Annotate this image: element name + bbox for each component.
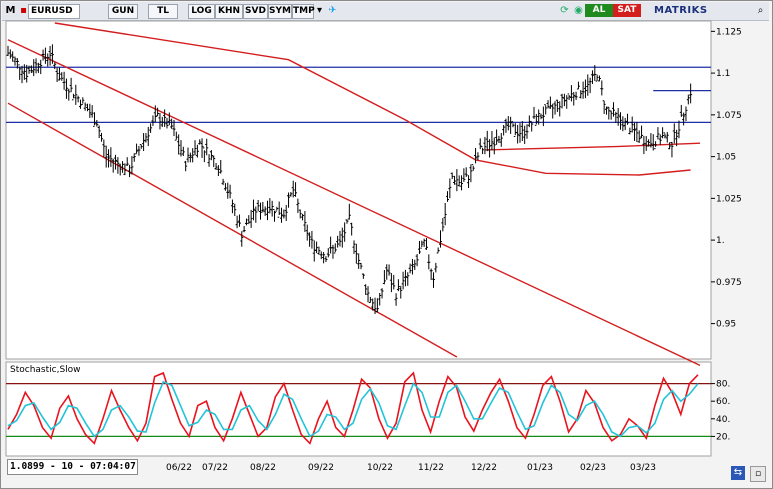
button-log[interactable]: LOG (188, 4, 215, 19)
time-axis-label: 11/22 (418, 463, 444, 473)
price-readout: 1.0899 - 10 - 07:04:07 (7, 459, 138, 475)
refresh-icon[interactable]: ⟳ (560, 5, 569, 16)
time-axis-label: 07/22 (202, 463, 228, 473)
search-icon[interactable]: ⌕ (757, 5, 764, 16)
sync-icon[interactable]: ⇆ (731, 466, 745, 480)
price-ytick-label: 1. (716, 236, 725, 246)
price-ytick-label: 1.075 (716, 111, 742, 121)
toolbar: M ▪ EURUSD GUN TL LOG KHN SVD SYM TMP ▾ … (2, 2, 769, 21)
time-axis-label: 03/23 (630, 463, 656, 473)
stochastic-title: Stochastic,Slow (10, 365, 81, 375)
button-tmp[interactable]: TMP (292, 4, 315, 19)
stochastic-k-line (7, 371, 699, 445)
button-khn[interactable]: KHN (215, 4, 243, 19)
stochastic-ytick-label: 20. (716, 432, 730, 442)
trend-line-0 (7, 39, 701, 367)
time-axis-label: 02/23 (580, 463, 606, 473)
price-ytick-label: 1.125 (716, 27, 742, 37)
price-ytick-label: 1.05 (716, 153, 736, 163)
settings-icon[interactable]: ▫ (750, 466, 766, 482)
time-axis-label: 01/23 (527, 463, 553, 473)
twitter-icon[interactable]: ✈ (328, 5, 337, 16)
stochastic-d-line (7, 380, 699, 438)
sell-button[interactable]: SAT (613, 4, 641, 17)
stochastic-ytick-label: 80. (716, 380, 730, 390)
chevron-down-icon[interactable]: ▾ (316, 5, 323, 16)
price-ytick-label: 1.025 (716, 194, 742, 204)
trend-line-1 (7, 102, 458, 358)
button-tl[interactable]: TL (148, 4, 178, 19)
price-panel (5, 20, 712, 360)
button-svd[interactable]: SVD (243, 4, 268, 19)
brand-logo: MATRIKS (654, 5, 708, 16)
button-sym[interactable]: SYM (268, 4, 292, 19)
time-axis-label: 10/22 (367, 463, 393, 473)
time-axis-label: 06/22 (166, 463, 192, 473)
price-ytick-label: 1.1 (716, 69, 730, 79)
button-gun[interactable]: GUN (108, 4, 138, 19)
time-axis-label: 08/22 (250, 463, 276, 473)
buy-button[interactable]: AL (585, 4, 613, 17)
menu-icon[interactable]: M (5, 5, 16, 16)
price-layer (6, 22, 711, 367)
stochastic-ytick-label: 60. (716, 397, 730, 407)
time-axis-label: 09/22 (308, 463, 334, 473)
price-ytick-label: 0.95 (716, 320, 736, 330)
symbol-field[interactable]: EURUSD (28, 4, 80, 19)
price-bars (6, 44, 693, 315)
flag-icon: ▪ (20, 5, 27, 16)
stochastic-layer (6, 371, 711, 445)
axis-layer: 0.950.9751.1.0251.051.0751.11.1252206/22… (127, 27, 741, 473)
price-ytick-label: 0.975 (716, 278, 742, 288)
currency-icon[interactable]: ◉ (574, 5, 583, 16)
stochastic-ytick-label: 40. (716, 415, 730, 425)
time-axis-label: 12/22 (471, 463, 497, 473)
